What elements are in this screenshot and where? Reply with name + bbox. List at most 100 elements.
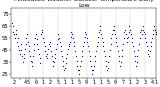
Point [83,36,86,38]
Point [145,41,148,42]
Point [109,43,112,45]
Point [112,29,114,30]
Point [61,60,64,62]
Point [16,41,18,42]
Point [23,53,26,54]
Point [37,48,39,50]
Point [92,70,95,71]
Point [139,31,142,33]
Point [33,43,36,45]
Point [106,70,108,71]
Point [152,29,155,30]
Point [97,36,100,38]
Point [86,41,89,42]
Point [49,46,52,47]
Point [79,65,81,66]
Point [68,46,71,47]
Point [142,25,145,27]
Point [133,55,136,57]
Point [75,60,78,62]
Point [90,70,93,71]
Point [117,51,119,52]
Point [32,55,34,57]
Point [138,37,141,39]
Point [44,51,47,52]
Point [106,67,109,69]
Point [141,29,144,30]
Point [110,37,113,39]
Point [48,43,50,45]
Point [105,65,108,66]
Point [128,25,131,27]
Point [19,53,21,54]
Point [93,60,96,62]
Point [129,29,132,30]
Point [140,34,143,35]
Point [63,70,65,71]
Point [42,37,44,39]
Point [61,55,63,57]
Point [104,55,106,57]
Point [53,58,56,59]
Point [138,43,140,45]
Point [134,60,137,62]
Point [121,49,124,51]
Title: Milwaukee Weather Outdoor Temperature Daily Low: Milwaukee Weather Outdoor Temperature Da… [14,0,154,8]
Point [51,55,53,57]
Point [117,55,120,57]
Point [45,58,48,59]
Point [119,65,121,66]
Point [128,31,130,33]
Point [37,53,40,54]
Point [140,29,142,30]
Point [136,61,138,63]
Point [19,43,22,45]
Point [125,37,128,39]
Point [87,46,89,47]
Point [73,46,76,47]
Point [152,34,154,35]
Point [39,62,41,64]
Point [66,53,68,54]
Point [90,65,92,66]
Point [89,60,92,62]
Point [30,65,33,66]
Point [21,55,23,57]
Point [99,29,102,30]
Point [98,31,100,33]
Point [114,37,117,39]
Point [24,43,27,45]
Point [120,61,122,63]
Point [77,73,80,75]
Point [153,25,156,27]
Point [149,46,152,47]
Point [76,65,79,66]
Point [101,37,103,39]
Point [48,41,51,42]
Point [52,65,55,66]
Point [31,61,34,63]
Point [146,46,148,47]
Point [111,34,113,35]
Point [151,37,153,39]
Point [130,34,132,35]
Point [148,51,151,52]
Point [41,31,44,33]
Point [122,43,124,45]
Point [53,61,55,63]
Point [100,34,102,35]
Point [143,31,145,33]
Point [56,43,58,45]
Point [146,49,149,51]
Point [88,55,91,57]
Point [69,41,71,42]
Point [13,34,15,35]
Point [75,55,77,57]
Point [59,46,62,47]
Point [148,55,150,57]
Point [116,46,118,47]
Point [107,61,110,63]
Point [80,60,82,62]
Point [50,51,52,52]
Point [12,31,15,33]
